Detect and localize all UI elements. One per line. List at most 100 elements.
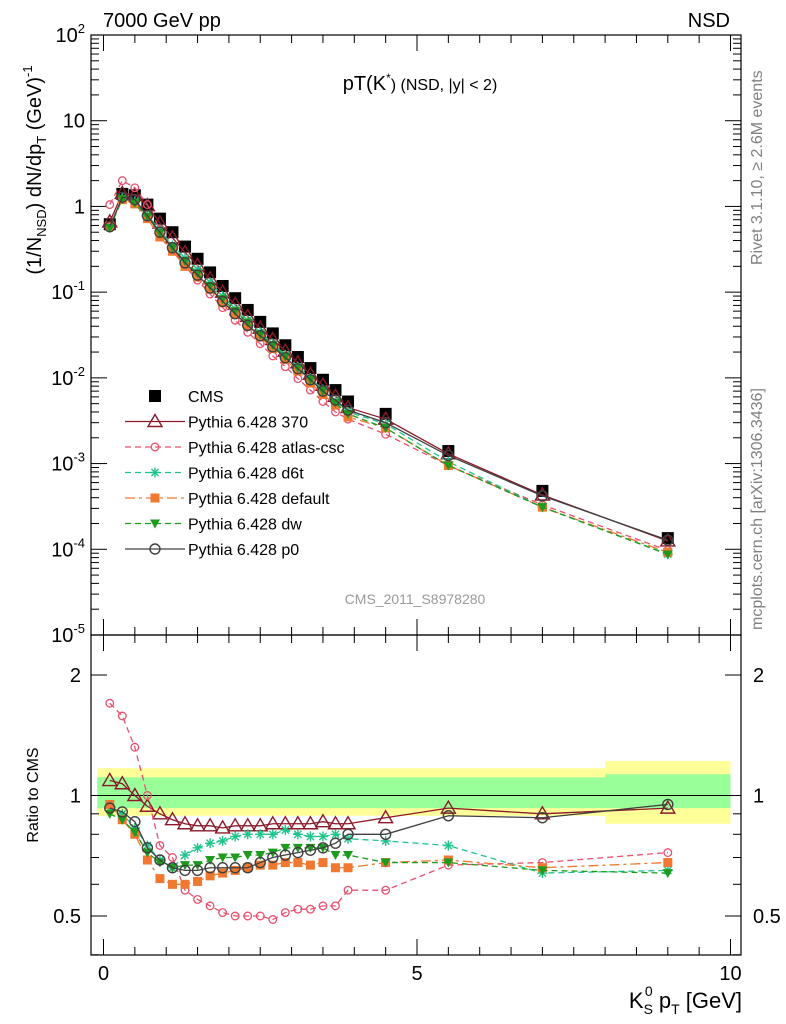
data-point [179,257,191,269]
main-axis-ticks: 10-5 10-4 10-3 10-2 10-1 1 10 102 [51,21,741,647]
mcplots-label-group: mcplots.cern.ch [arXiv:1306.3436] [749,388,766,630]
data-point [217,835,228,846]
title-sup: * [386,71,391,85]
data-point [180,850,191,861]
data-point [316,373,329,386]
data-point [166,241,179,254]
data-point [318,901,328,911]
series-line [109,197,669,555]
series-line [109,779,668,829]
ratio-y-tick-label-right: 1 [753,786,764,808]
data-point [193,894,202,904]
rivet-label-group: Rivet 3.1.10, ≥ 2.6M events [749,70,766,265]
data-point [442,810,455,822]
data-point [155,841,165,850]
legend-marker [146,413,164,428]
data-point [139,797,156,812]
legend-label: Pythia 6.428 p0 [188,542,299,559]
data-point [154,228,165,238]
data-point [230,853,241,863]
data-point [331,901,340,911]
data-point [214,819,231,834]
data-point [379,828,392,840]
ratio-y-tick-label: 0.5 [53,906,81,928]
legend-marker [150,519,160,529]
legend-entry: Pythia 6.428 default [125,491,330,508]
ratio-uncertainty-bands [97,760,731,824]
ratio-y-axis-label-group: Ratio to CMS [25,747,42,842]
rivet-label: Rivet 3.1.10, ≥ 2.6M events [749,70,766,265]
data-point [440,799,457,814]
data-point [329,394,342,406]
data-point [443,461,454,471]
data-point [293,904,303,914]
analysis-id: CMS_2011_S8978280 [345,591,486,607]
data-point [168,853,177,862]
series-line [109,196,669,541]
main-y-tick-label: 1 [74,196,85,218]
ratio-y-tick-label: 1 [70,786,81,808]
data-point [201,817,219,832]
data-point [130,183,140,193]
main-y-tick-label: 10 [63,111,85,133]
legend: CMS Pythia 6.428 370 Pythia 6.428 atlas-cs… [125,389,345,559]
data-point [342,828,354,840]
data-point [342,404,354,416]
data-point [117,176,127,186]
data-point [317,842,329,854]
data-point [264,815,282,830]
data-point [105,799,115,809]
data-point [268,860,278,870]
ratio-y-tick-label-right: 0.5 [753,906,781,928]
data-point [255,829,266,840]
data-point [155,874,165,884]
ratio-band-green [97,777,606,809]
data-point [662,550,673,560]
title-main: pT(K [343,73,387,95]
data-point [280,843,291,853]
data-point [116,191,129,203]
data-point [129,198,140,208]
legend-marker [150,467,160,478]
legend-entry: Pythia 6.428 370 [125,413,308,432]
data-point [141,209,154,222]
legend-entry: CMS [149,389,224,406]
data-point [130,742,140,752]
series-pythia-6-428-p0 [104,191,674,546]
series-line [109,813,668,874]
data-point [204,862,216,874]
data-point [343,409,354,419]
data-point [330,851,341,861]
data-point [381,885,391,895]
ratio-axis-ticks: 0.5 0.5 1 1 2 2 0 5 10 [53,635,781,985]
data-point [142,212,153,222]
legend-label: Pythia 6.428 atlas-csc [188,440,345,457]
data-point [101,772,118,787]
data-point [193,876,203,886]
data-point [179,864,191,877]
data-point [191,269,204,281]
data-point [129,828,140,838]
series-line [109,179,669,552]
data-point [255,851,266,861]
data-point [662,869,673,879]
data-point [379,416,392,429]
legend-label: Pythia 6.428 dw [188,517,302,534]
data-point [104,221,116,233]
data-point [267,829,278,840]
data-point [151,805,169,820]
data-point [104,802,116,814]
data-point [305,904,315,914]
x-axis-label: KS0 pT [GeV] [629,983,742,1017]
data-point [292,843,303,853]
data-point [292,846,304,859]
data-point [280,858,290,868]
data-point [205,901,215,911]
data-point [289,815,307,830]
data-point [343,851,354,861]
data-point [204,282,216,294]
data-point [443,858,454,868]
data-point [279,351,292,364]
data-point [242,851,253,861]
data-point [537,503,548,513]
